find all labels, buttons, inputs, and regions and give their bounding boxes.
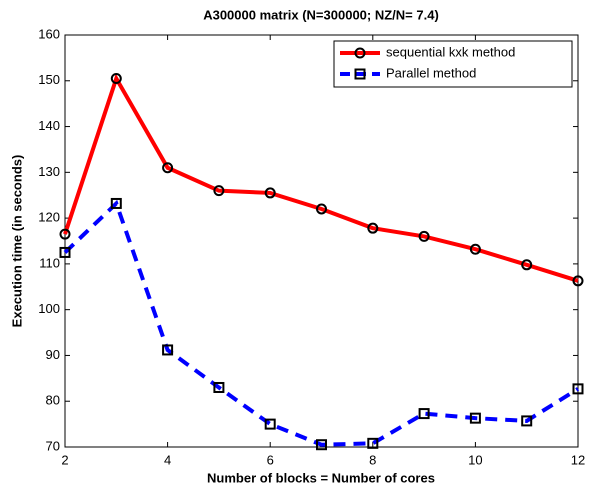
data-point	[521, 259, 533, 271]
data-point	[418, 408, 430, 420]
y-tick-label: 110	[39, 255, 60, 270]
y-tick-label: 150	[38, 72, 60, 87]
legend-box	[333, 40, 573, 88]
data-point	[264, 187, 276, 199]
x-tick-label: 4	[164, 452, 171, 467]
legend-marker	[354, 47, 366, 59]
legend-marker	[354, 68, 366, 80]
data-point	[316, 203, 327, 215]
data-point	[469, 243, 481, 255]
y-tick-label: 100	[38, 301, 60, 316]
data-point	[213, 185, 225, 197]
legend-label: Parallel method	[386, 65, 476, 80]
y-tick-label: 140	[38, 118, 60, 133]
data-point	[572, 383, 584, 395]
data-point	[213, 381, 225, 393]
data-point	[59, 228, 71, 240]
chart-title: A300000 matrix (N=300000; NZ/N= 7.4)	[203, 7, 439, 22]
data-point	[521, 415, 533, 427]
data-point	[572, 275, 584, 287]
x-tick-label: 12	[571, 452, 585, 467]
data-point	[469, 412, 481, 424]
data-point	[162, 344, 174, 356]
y-tick-label: 80	[46, 393, 60, 408]
y-tick-label: 130	[38, 164, 60, 179]
y-tick-label: 70	[46, 438, 60, 453]
y-axis-label: Execution time (in seconds)	[9, 155, 24, 328]
data-point	[110, 72, 122, 84]
x-tick-label: 10	[468, 452, 482, 467]
y-tick-label: 120	[38, 210, 60, 225]
y-tick-label: 90	[46, 347, 60, 362]
data-point	[162, 162, 174, 174]
x-axis-label: Number of blocks = Number of cores	[207, 470, 435, 485]
data-point	[418, 230, 430, 242]
x-tick-label: 6	[267, 452, 274, 467]
legend-label: sequential kxk method	[386, 44, 515, 59]
data-point	[367, 222, 379, 234]
data-point	[367, 437, 379, 449]
data-point	[59, 246, 71, 258]
data-point	[316, 439, 327, 451]
x-tick-label: 8	[369, 452, 376, 467]
plot-frame	[64, 34, 579, 448]
series-line	[63, 199, 580, 447]
series-line	[63, 73, 579, 283]
y-tick-label: 160	[38, 26, 60, 41]
data-point	[110, 197, 122, 209]
x-tick-label: 2	[61, 452, 68, 467]
data-point	[264, 418, 276, 430]
